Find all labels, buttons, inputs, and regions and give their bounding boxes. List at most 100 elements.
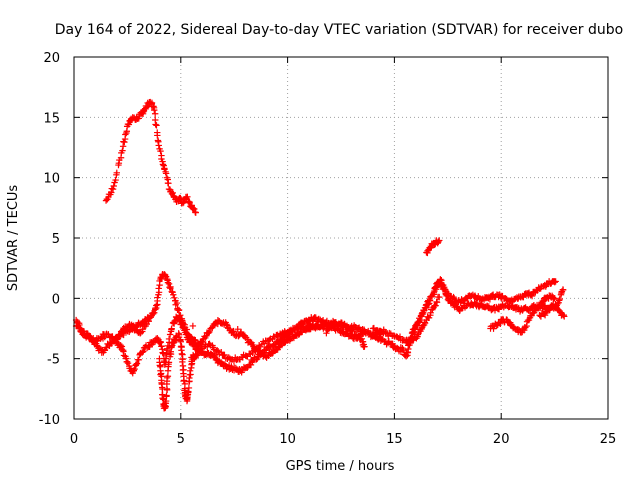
arc-b-late-high-point	[435, 238, 442, 245]
arc-n-jitter-point	[137, 329, 144, 336]
arc-a-high-point	[159, 161, 167, 168]
x-tick-label: 25	[600, 432, 617, 447]
arc-d-point	[163, 345, 171, 352]
arc-d-point	[124, 359, 132, 367]
chart-title: Day 164 of 2022, Sidereal Day-to-day VTE…	[55, 22, 623, 38]
y-axis-label: SDTVAR / TECUs	[6, 185, 21, 292]
arc-d-point	[123, 358, 131, 365]
arc-c-point	[173, 299, 181, 307]
arc-d-point	[166, 331, 174, 338]
arc-a-high-point	[109, 185, 117, 193]
arc-h-rise-point	[417, 316, 424, 324]
x-axis-label: GPS time / hours	[286, 459, 395, 474]
tick-layer: 0 5 10 15 20 25 -10 -5 0 5 10 15 20	[39, 51, 617, 447]
arc-d-point	[139, 349, 146, 356]
arc-e-dip-point	[163, 374, 171, 382]
arc-d-point	[140, 348, 147, 355]
arc-d-point	[132, 361, 140, 368]
x-tick-label: 0	[70, 432, 78, 447]
arc-k-point	[451, 297, 459, 305]
arc-a-high-point	[154, 132, 161, 139]
y-tick-label: 0	[52, 292, 60, 307]
arc-d-point	[75, 324, 83, 331]
arc-e-dip-point	[163, 393, 170, 400]
arc-e-dip-point	[165, 359, 173, 366]
arc-j-point	[556, 295, 563, 303]
arc-i-rise-point	[436, 293, 443, 301]
arc-c-point	[170, 291, 177, 298]
arc-g-point	[213, 347, 221, 354]
arc-a-high-point	[110, 182, 117, 190]
arc-a-high-point	[157, 147, 164, 155]
arc-k-point	[551, 279, 558, 286]
arc-c-point	[167, 283, 174, 291]
arc-l-point	[537, 302, 544, 310]
arc-d-point	[158, 343, 165, 350]
arc-f-dip-point	[185, 388, 192, 395]
arc-k-point	[450, 293, 457, 301]
arc-a-high-point	[102, 197, 110, 204]
arc-a-high-point	[125, 121, 133, 128]
arc-d-point	[230, 328, 237, 335]
y-tick-label: 10	[43, 172, 60, 187]
arc-a-high-point	[192, 209, 199, 216]
arc-a-high-point	[151, 110, 159, 117]
arc-g-point	[266, 336, 273, 343]
arc-g-point	[294, 325, 301, 332]
arc-a-high-point	[177, 194, 184, 202]
arc-d-point	[168, 325, 175, 332]
x-tick-label: 20	[493, 432, 510, 447]
arc-f-dip-point	[178, 350, 186, 358]
arc-f-dip-point	[179, 358, 186, 366]
arc-i-rise-point	[433, 299, 441, 306]
arc-c-point	[155, 285, 162, 292]
arc-j-point	[559, 286, 567, 294]
arc-d-point	[117, 342, 124, 349]
arc-m-point	[561, 313, 568, 320]
y-tick-label: 15	[43, 111, 60, 126]
arc-k-point	[552, 278, 559, 285]
arc-a-high-point	[112, 176, 119, 184]
arc-c-point	[151, 309, 158, 316]
arc-e-dip-point	[164, 373, 172, 380]
y-tick-label: 20	[43, 51, 60, 66]
y-tick-label: -5	[47, 353, 60, 368]
arc-a-high-point	[179, 199, 187, 207]
arc-n-jitter-point	[145, 318, 152, 325]
arc-a-high-point	[122, 131, 129, 138]
arc-a-high-point	[152, 121, 159, 128]
arc-l-point	[497, 320, 504, 328]
x-tick-label: 5	[177, 432, 185, 447]
arc-d-point	[178, 320, 185, 328]
data-layer	[72, 98, 568, 412]
arc-n-jitter-point	[279, 329, 286, 336]
arc-n-jitter-point	[189, 322, 197, 330]
arc-a-high-point	[153, 122, 160, 129]
arc-d-point	[133, 360, 141, 367]
arc-d-point	[131, 365, 138, 373]
arc-d-point	[182, 331, 190, 338]
arc-c-point	[164, 279, 172, 286]
arc-n-jitter-point	[234, 325, 241, 333]
arc-a-high-point	[160, 162, 167, 169]
arc-c-point	[154, 294, 161, 301]
arc-d-point	[205, 329, 212, 336]
arc-a-high-point	[155, 142, 162, 149]
arc-a-high-point	[143, 104, 150, 111]
arc-a-high-point	[162, 170, 170, 177]
x-tick-label: 10	[279, 432, 296, 447]
arc-a-high-point	[119, 147, 126, 154]
arc-f-dip-point	[180, 377, 188, 385]
arc-c-point	[171, 294, 178, 302]
arc-n-jitter-point	[323, 330, 330, 337]
arc-i-rise-point	[432, 302, 439, 309]
arc-d-point	[206, 328, 213, 336]
arc-a-high-point	[113, 169, 121, 177]
arc-d-point	[223, 321, 230, 328]
arc-f-dip-point	[186, 367, 194, 374]
arc-k-point	[438, 283, 445, 290]
arc-b-late-high-point	[436, 237, 443, 244]
arc-g-point	[361, 343, 368, 350]
